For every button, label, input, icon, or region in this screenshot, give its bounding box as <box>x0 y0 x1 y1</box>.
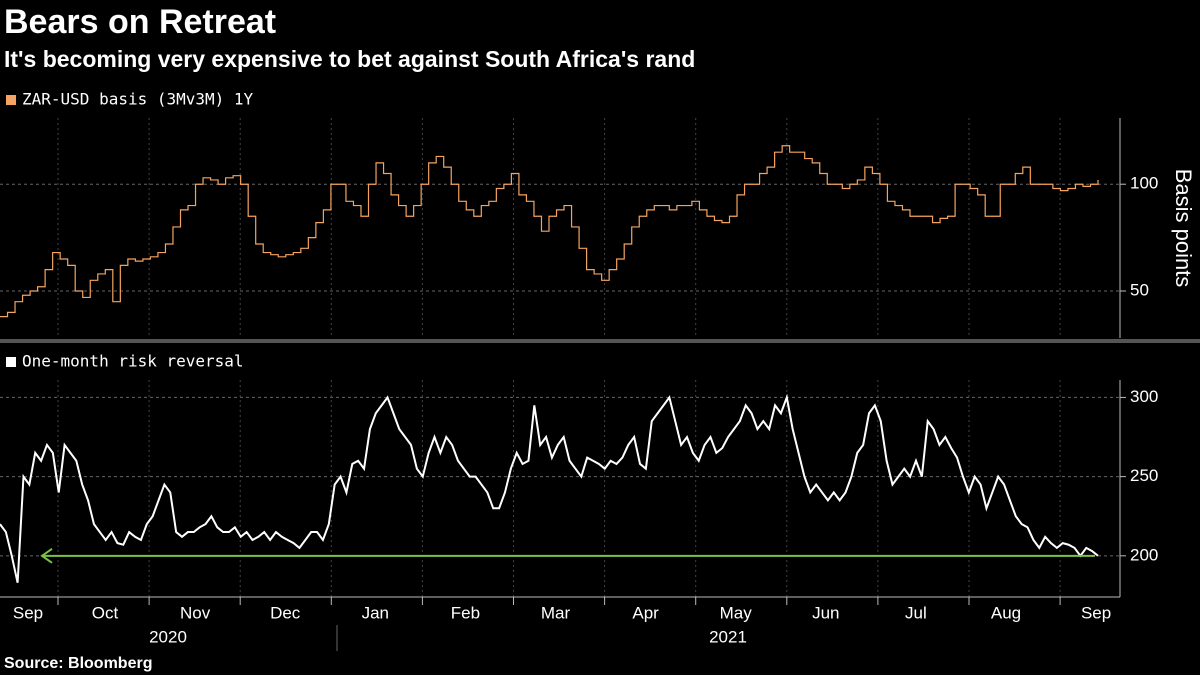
legend-label: One-month risk reversal <box>22 352 244 371</box>
x-tick-label: Feb <box>451 603 480 622</box>
x-tick-label: Mar <box>541 603 571 622</box>
x-tick-label: Nov <box>180 603 211 622</box>
legend-swatch <box>6 357 16 367</box>
y-axis-title: Basis points <box>1171 169 1196 288</box>
y-tick-label: 100 <box>1130 174 1158 193</box>
series-line <box>0 393 1099 583</box>
y-tick-label: 200 <box>1130 545 1158 564</box>
x-tick-label: May <box>720 603 753 622</box>
year-label: 2021 <box>709 627 747 646</box>
reference-arrow <box>40 547 53 564</box>
x-tick-label: Jul <box>905 603 927 622</box>
x-tick-label: Dec <box>270 603 301 622</box>
y-tick-label: 250 <box>1130 466 1158 485</box>
x-tick-label: Sep <box>13 603 43 622</box>
legend-label: ZAR-USD basis (3Mv3M) 1Y <box>22 90 254 109</box>
x-tick-label: Jan <box>362 603 389 622</box>
panel-divider <box>0 339 1200 343</box>
x-tick-label: Jun <box>812 603 839 622</box>
x-tick-label: Oct <box>92 603 119 622</box>
y-tick-label: 50 <box>1130 280 1149 299</box>
chart-title: Bears on Retreat <box>4 3 276 41</box>
x-tick-label: Aug <box>991 603 1021 622</box>
chart-subtitle: It's becoming very expensive to bet agai… <box>4 46 695 72</box>
y-tick-label: 300 <box>1130 387 1158 406</box>
x-tick-label: Sep <box>1081 603 1111 622</box>
year-label: 2020 <box>149 627 187 646</box>
source: Source: Bloomberg <box>4 655 152 672</box>
x-tick-label: Apr <box>632 603 659 622</box>
legend-swatch <box>6 95 16 105</box>
series-line <box>0 145 1099 318</box>
